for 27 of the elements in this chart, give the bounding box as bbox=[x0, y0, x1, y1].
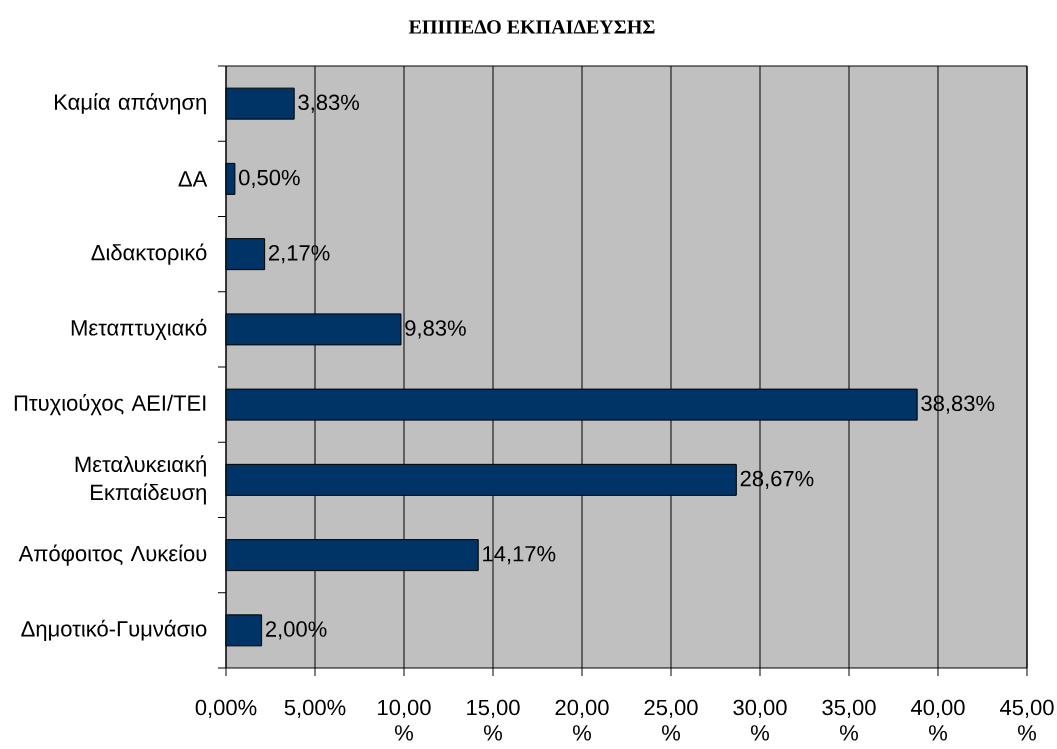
data-label: 14,17% bbox=[483, 546, 556, 565]
x-tick-label: 25,00% bbox=[644, 699, 698, 741]
y-tick-label: Διδακτορικό bbox=[91, 243, 207, 265]
y-tick-label: Μεταπτυχιακό bbox=[71, 318, 207, 340]
x-tick-label: 40,00% bbox=[910, 699, 965, 741]
x-tick-label: 35,00% bbox=[822, 699, 876, 741]
x-tick-label: 20,00% bbox=[555, 699, 609, 741]
y-tick-label: Καμία απάνηση bbox=[55, 93, 206, 115]
data-label: 38,83% bbox=[921, 395, 995, 414]
x-tick-label: 0,00% bbox=[195, 699, 257, 718]
data-label: 2,17% bbox=[269, 245, 330, 264]
y-tick-label: Πτυχιούχος ΑΕΙ/ΤΕΙ bbox=[14, 394, 206, 416]
x-tick-label: 30,00% bbox=[733, 699, 787, 741]
x-tick-label: 5,00% bbox=[284, 699, 346, 718]
data-label: 9,83% bbox=[405, 320, 466, 339]
y-tick-label: Μεταλυκειακή Εκπαίδευση bbox=[75, 455, 206, 505]
x-tick-label: 10,00% bbox=[378, 699, 431, 741]
y-tick-label: Απόφοιτος Λυκείου bbox=[18, 544, 207, 566]
data-label: 2,00% bbox=[265, 621, 327, 640]
chart-title: ΕΠΙΠΕΔΟ ΕΚΠΑΙΔΕΥΣΗΣ bbox=[408, 20, 655, 34]
y-tick-label: Δημοτικό-Γυμνάσιο bbox=[21, 619, 207, 641]
data-label: 28,67% bbox=[740, 470, 814, 489]
data-label: 0,50% bbox=[239, 169, 300, 188]
data-label: 3,83% bbox=[298, 94, 360, 113]
y-tick-label: ΔΑ bbox=[178, 171, 208, 187]
x-tick-label: 45,00% bbox=[999, 699, 1054, 741]
x-tick-label: 15,00% bbox=[467, 699, 520, 741]
